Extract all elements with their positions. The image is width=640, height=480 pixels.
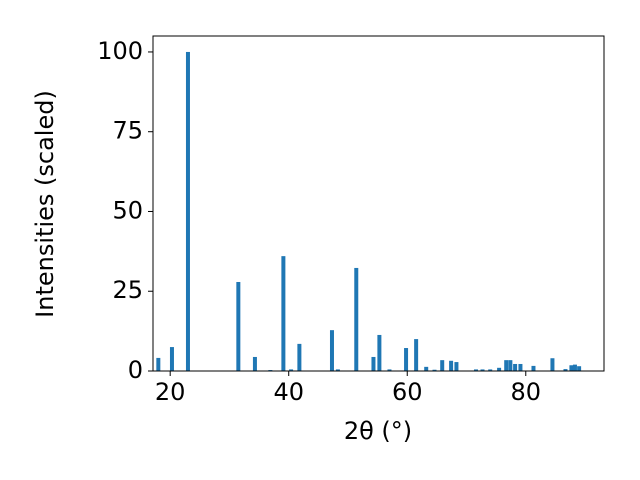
y-tick-label: 0: [128, 356, 143, 384]
bar: [473, 369, 478, 371]
y-tick-label: 50: [112, 196, 143, 224]
bar: [454, 362, 459, 371]
bar: [449, 360, 454, 371]
bar: [377, 334, 382, 371]
bar: [424, 366, 429, 371]
bar: [440, 360, 445, 371]
bar: [480, 369, 485, 371]
bar: [289, 369, 294, 371]
bar: [432, 369, 437, 371]
bar: [550, 358, 555, 371]
bar: [497, 367, 502, 371]
bar: [371, 356, 376, 371]
bar: [513, 363, 518, 371]
bar: [236, 281, 241, 371]
bar: [404, 348, 409, 371]
bar: [577, 366, 582, 371]
y-tick-label: 75: [112, 117, 143, 145]
bar: [252, 356, 257, 371]
x-tick-label: 20: [155, 378, 186, 406]
x-tick-label: 40: [273, 378, 304, 406]
plot-frame: [152, 35, 605, 372]
bar: [572, 364, 577, 371]
bar: [156, 357, 161, 371]
bar: [387, 369, 392, 371]
x-tick-label: 60: [392, 378, 423, 406]
x-axis-label: 2θ (°): [344, 417, 412, 445]
bar: [185, 51, 190, 371]
bar: [414, 339, 419, 371]
bar: [354, 267, 359, 371]
bar: [335, 369, 340, 371]
bar: [563, 369, 568, 371]
bar: [488, 369, 493, 371]
bar: [518, 363, 523, 371]
bar: [281, 256, 286, 371]
bar: [531, 365, 536, 371]
bar: [297, 343, 302, 371]
bar: [569, 365, 574, 371]
y-axis-label: Intensities (scaled): [31, 90, 59, 318]
y-tick-label: 100: [97, 37, 143, 65]
bar: [169, 347, 174, 371]
bar: [504, 360, 509, 371]
y-tick-label: 25: [112, 276, 143, 304]
bar: [508, 360, 513, 371]
bar: [329, 330, 334, 371]
x-tick-label: 80: [510, 378, 541, 406]
